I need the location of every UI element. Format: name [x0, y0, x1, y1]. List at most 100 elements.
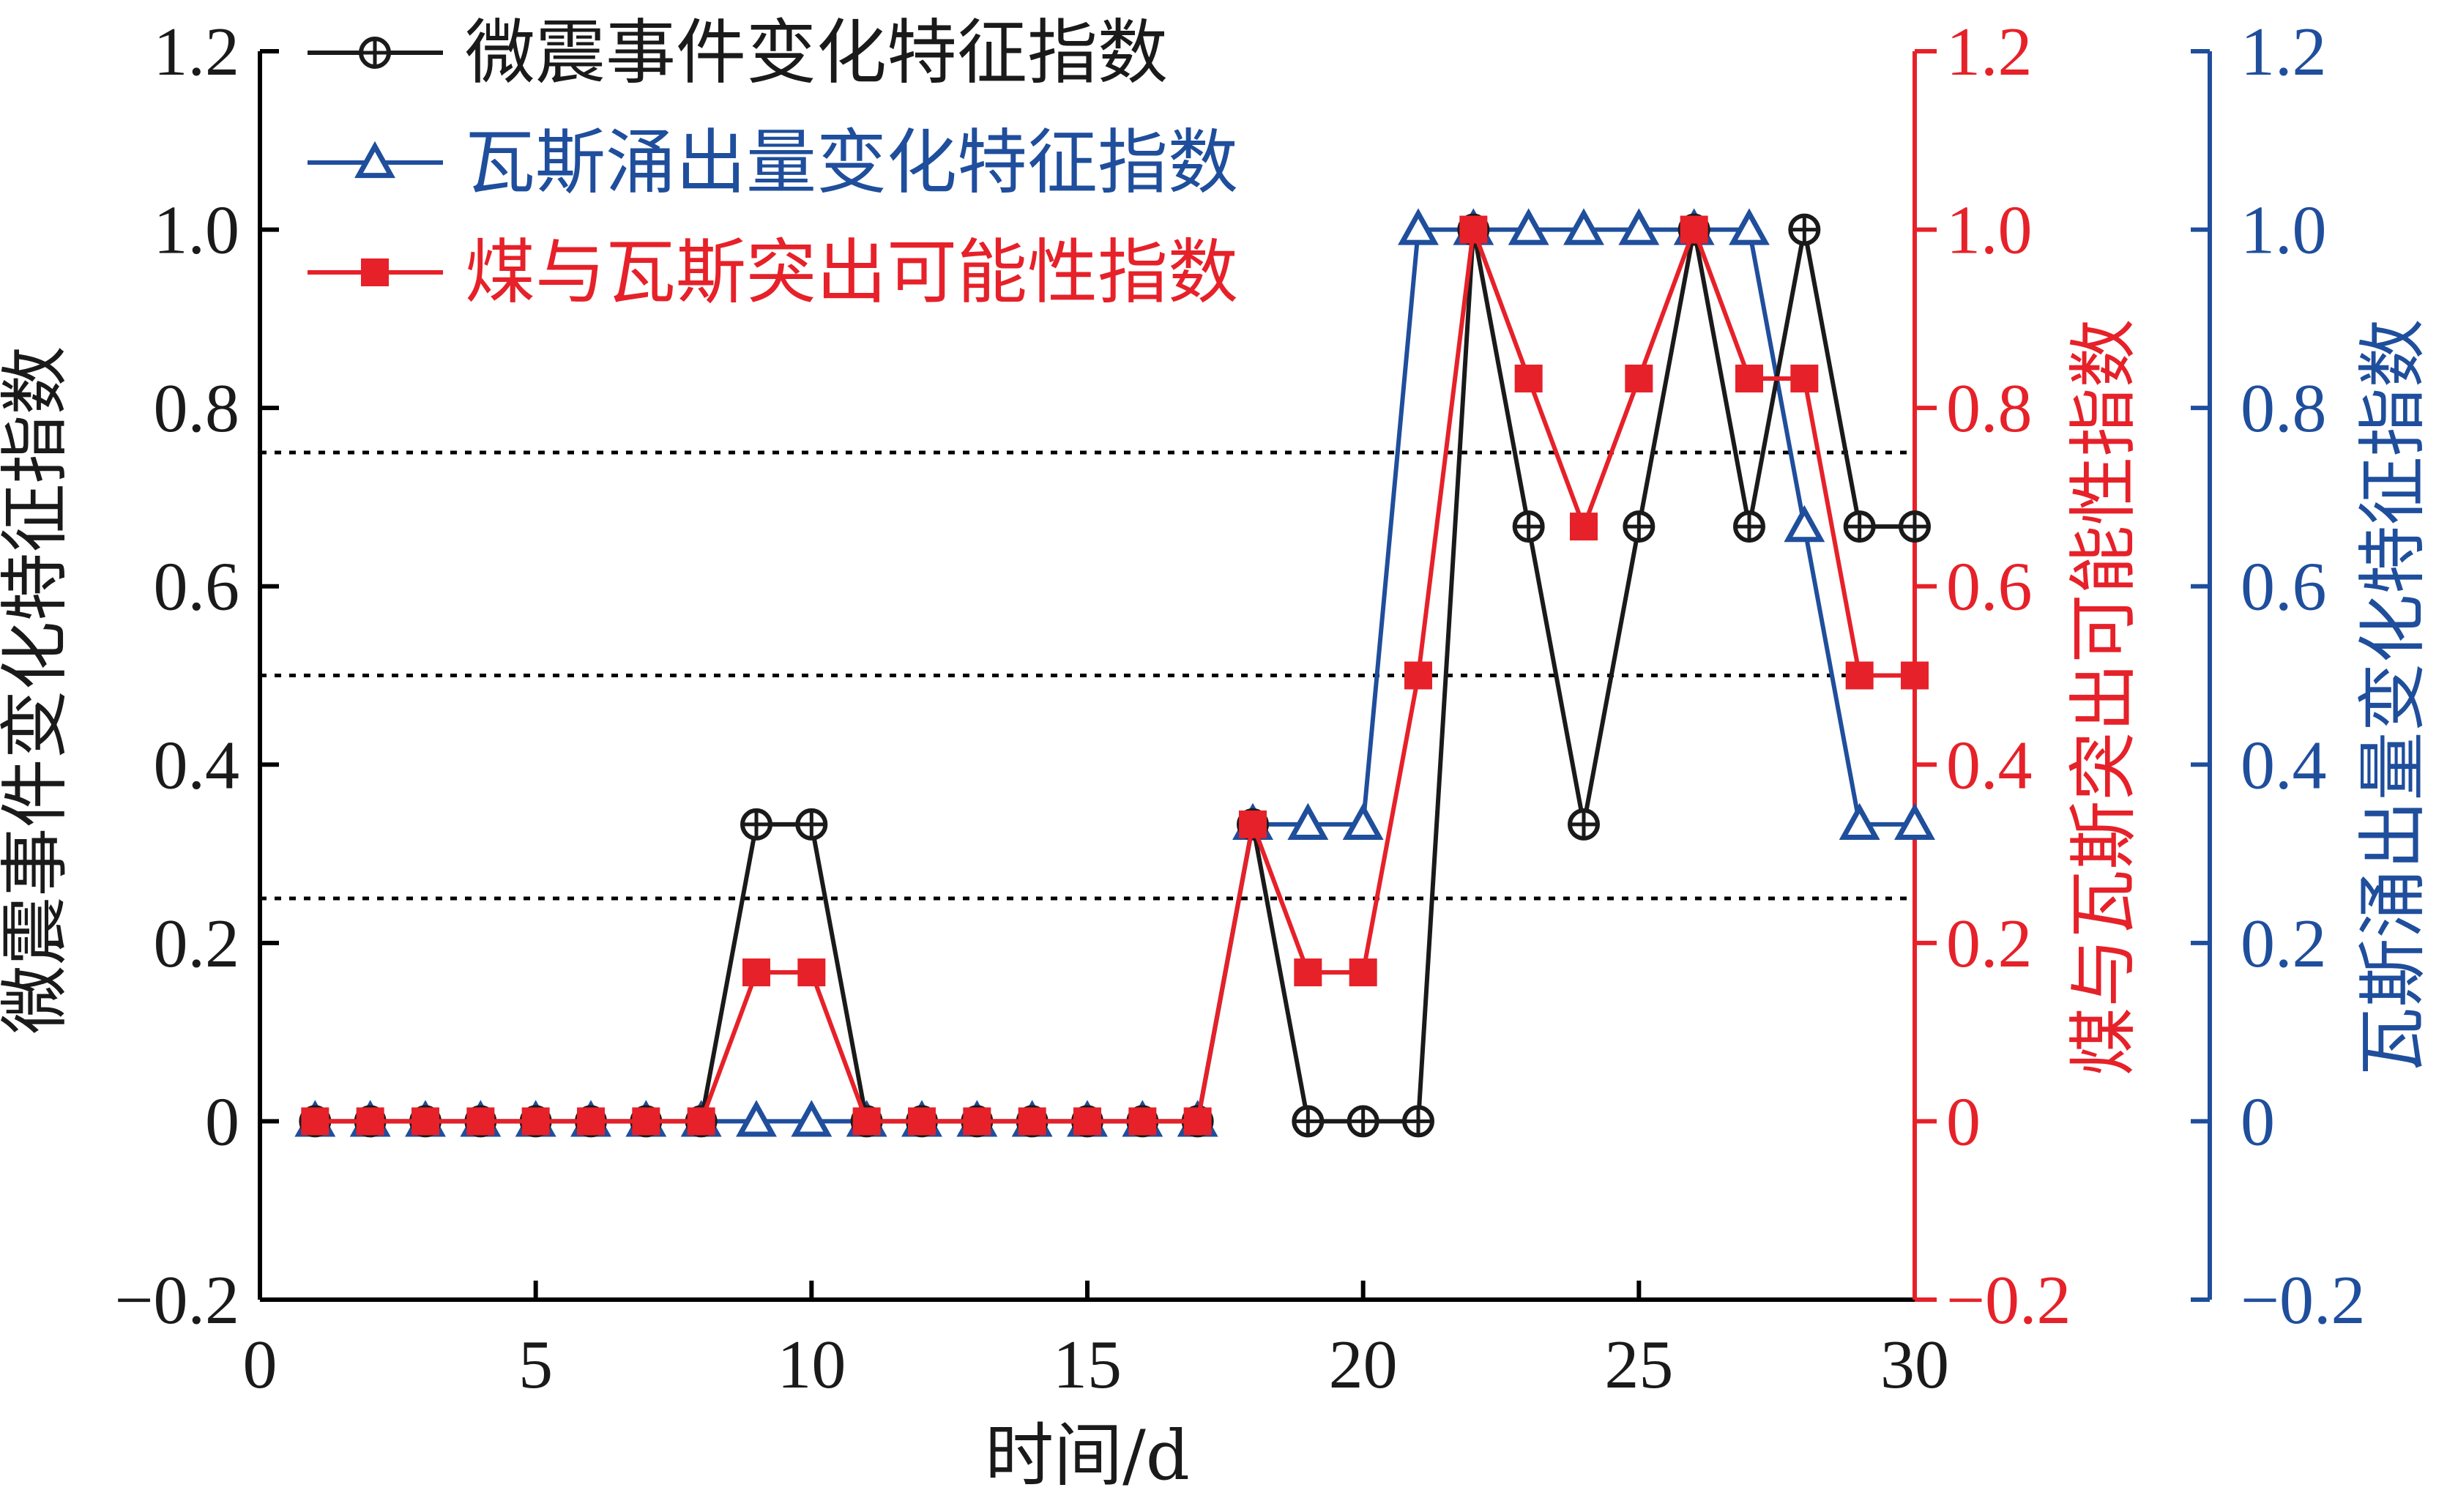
marker-square — [411, 1107, 439, 1136]
marker-square — [361, 258, 389, 286]
legend-label: 煤与瓦斯突出可能性指数 — [465, 231, 1238, 313]
marker-square — [1404, 661, 1432, 690]
marker-triangle — [1894, 802, 1935, 840]
marker-square — [1349, 958, 1377, 987]
marker-circle-plus — [1733, 510, 1765, 543]
marker-square — [908, 1107, 936, 1136]
marker-triangle — [1784, 504, 1825, 543]
x-tick-label: 15 — [1053, 1327, 1122, 1403]
marker-circle-plus — [795, 808, 828, 841]
left-y-axis-title: 微震事件变化特征指数 — [0, 346, 75, 1034]
marker-square — [356, 1107, 384, 1136]
right-y-red-tick-label: 0 — [1946, 1084, 1981, 1160]
right-y-red-tick-label: 1.2 — [1946, 14, 2033, 90]
right-y-red-axis-title: 煤与瓦斯突出可能性指数 — [2064, 319, 2144, 1076]
marker-circle-plus — [1402, 1105, 1434, 1138]
x-tick-label: 5 — [518, 1327, 553, 1403]
marker-triangle — [1342, 802, 1384, 840]
marker-square — [687, 1107, 715, 1136]
left-y-tick-label: 0.6 — [154, 549, 240, 625]
marker-triangle — [1729, 208, 1770, 245]
marker-circle-plus — [1292, 1105, 1325, 1138]
marker-square — [1018, 1107, 1046, 1136]
marker-square — [1845, 661, 1874, 690]
marker-square — [1680, 215, 1708, 244]
x-tick-label: 25 — [1604, 1327, 1673, 1403]
marker-triangle — [791, 1100, 833, 1137]
legend-item: 微震事件变化特征指数 — [308, 12, 1168, 94]
legend-item: 瓦斯涌出量变化特征指数 — [308, 122, 1238, 204]
series-lines — [294, 208, 1935, 1138]
marker-square — [1570, 513, 1598, 541]
marker-square — [1735, 364, 1763, 392]
marker-triangle — [1398, 208, 1439, 245]
x-tick-label: 30 — [1880, 1327, 1949, 1403]
right-y-blue-tick-label: 0 — [2241, 1084, 2275, 1160]
marker-triangle — [1563, 208, 1604, 245]
marker-square — [1239, 810, 1267, 838]
left-y-tick-label: 0.4 — [154, 727, 240, 803]
left-y-tick-label: 1.2 — [154, 14, 240, 90]
left-y-tick-label: 0 — [205, 1084, 239, 1160]
marker-circle-plus — [1512, 510, 1545, 543]
marker-circle-plus — [740, 808, 772, 841]
x-axis-title: 时间/d — [985, 1416, 1190, 1496]
marker-triangle — [354, 141, 395, 179]
right-y-blue-tick-label: 0.8 — [2241, 370, 2327, 447]
marker-circle-plus — [359, 37, 391, 69]
right-y-blue-axis-title: 瓦斯涌出量变化特征指数 — [2353, 319, 2433, 1076]
marker-circle-plus — [1568, 808, 1600, 841]
right-y-red-tick-label: −0.2 — [1946, 1262, 2071, 1338]
marker-square — [1183, 1107, 1212, 1136]
marker-circle-plus — [1347, 1105, 1379, 1138]
marker-triangle — [1508, 208, 1549, 245]
marker-circle-plus — [1899, 510, 1931, 543]
marker-square — [301, 1107, 329, 1136]
reference-lines — [260, 450, 1915, 901]
marker-square — [742, 958, 770, 987]
right-y-blue-tick-label: 0.2 — [2241, 906, 2327, 982]
left-y-tick-label: 0.2 — [154, 906, 240, 982]
marker-square — [1459, 215, 1488, 244]
right-y-blue-tick-label: −0.2 — [2241, 1262, 2366, 1338]
right-y-red-tick-label: 1.0 — [1946, 193, 2033, 269]
marker-square — [521, 1107, 550, 1136]
marker-square — [797, 958, 826, 987]
right-y-blue-tick-label: 1.2 — [2241, 14, 2327, 90]
legend-item: 煤与瓦斯突出可能性指数 — [308, 231, 1238, 313]
marker-circle-plus — [1788, 213, 1821, 246]
x-tick-label: 10 — [777, 1327, 846, 1403]
marker-triangle — [736, 1100, 777, 1137]
marker-square — [577, 1107, 605, 1136]
marker-square — [1625, 364, 1653, 392]
marker-square — [852, 1107, 881, 1136]
marker-square — [963, 1107, 991, 1136]
marker-square — [1294, 958, 1322, 987]
x-tick-label: 20 — [1329, 1327, 1398, 1403]
marker-triangle — [1287, 802, 1329, 840]
marker-triangle — [1618, 208, 1660, 245]
right-y-blue-tick-label: 0.4 — [2241, 727, 2327, 803]
x-tick-label: 0 — [243, 1327, 278, 1403]
marker-square — [1901, 661, 1929, 690]
marker-square — [1073, 1107, 1101, 1136]
right-y-red-tick-label: 0.2 — [1946, 906, 2033, 982]
left-y-tick-label: 0.8 — [154, 370, 240, 447]
right-y-red-tick-label: 0.4 — [1946, 727, 2033, 803]
left-y-tick-label: 1.0 — [154, 193, 240, 269]
marker-square — [1514, 364, 1543, 392]
legend-label: 微震事件变化特征指数 — [465, 12, 1168, 94]
right-y-blue-tick-label: 1.0 — [2241, 193, 2327, 269]
marker-circle-plus — [1843, 510, 1876, 543]
marker-triangle — [1839, 802, 1880, 840]
marker-square — [632, 1107, 660, 1136]
marker-square — [1128, 1107, 1157, 1136]
marker-square — [466, 1107, 495, 1136]
marker-square — [1790, 364, 1819, 392]
series-2 — [301, 215, 1929, 1136]
left-y-tick-label: −0.2 — [114, 1262, 239, 1338]
legend-label: 瓦斯涌出量变化特征指数 — [465, 122, 1238, 204]
